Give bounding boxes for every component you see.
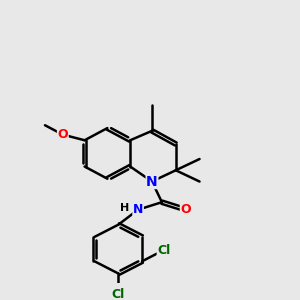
Text: O: O [58, 128, 68, 141]
Text: N: N [133, 203, 143, 216]
Text: H: H [120, 203, 129, 213]
Text: Cl: Cl [112, 288, 125, 300]
Text: O: O [180, 203, 191, 216]
Text: Cl: Cl [157, 244, 170, 256]
Text: N: N [146, 175, 158, 188]
